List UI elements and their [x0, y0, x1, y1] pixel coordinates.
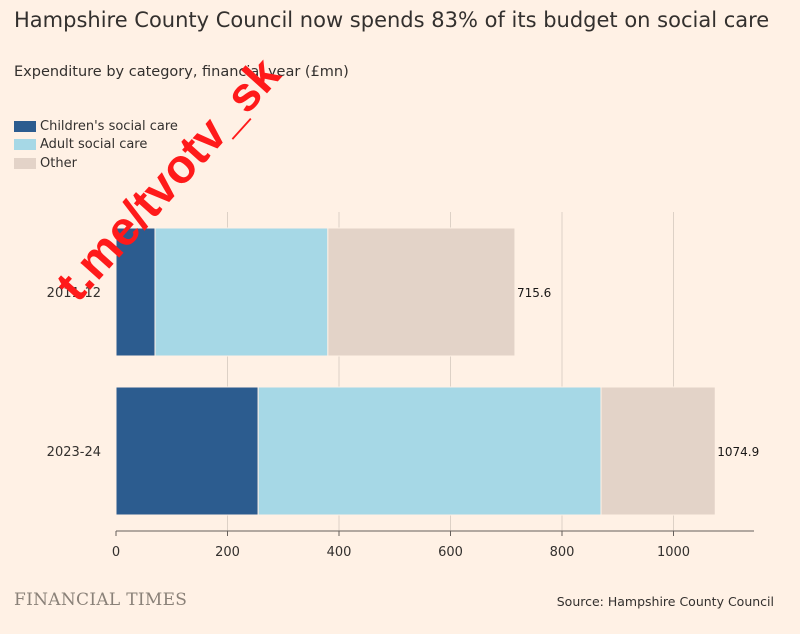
legend-item-children: Children's social care — [14, 117, 178, 136]
total-label-1: 1074.9 — [717, 445, 759, 459]
legend-item-adult: Adult social care — [14, 136, 178, 155]
watermark-text: t.me/tvotv_sk — [46, 48, 291, 312]
bar-2011-12-series-0 — [115, 227, 156, 357]
bar-2023-24-series-0 — [115, 386, 259, 516]
total-label-0: 715.6 — [517, 286, 551, 300]
legend-item-other: Other — [14, 154, 178, 173]
source-note: Source: Hampshire County Council — [556, 594, 774, 609]
bar-2023-24-series-2 — [600, 386, 716, 516]
x-tick-label-2: 400 — [327, 545, 352, 560]
legend: Children's social care Adult social care… — [14, 117, 178, 173]
bar-2011-12-series-2 — [327, 227, 516, 357]
chart-title: Hampshire County Council now spends 83% … — [14, 8, 770, 32]
category-label-1: 2023-24 — [47, 445, 101, 460]
bar-2023-24-series-1 — [257, 386, 602, 516]
x-tick-label-0: 0 — [112, 545, 120, 560]
legend-label-other: Other — [40, 155, 77, 171]
legend-swatch-other — [14, 157, 36, 169]
x-tick-label-3: 600 — [438, 545, 463, 560]
category-label-0: 2011-12 — [47, 286, 101, 301]
x-tick-label-5: 1000 — [657, 545, 690, 560]
financial-times-logo: FINANCIAL TIMES — [14, 590, 188, 610]
x-tick-label-4: 800 — [550, 545, 575, 560]
legend-label-adult: Adult social care — [40, 137, 148, 153]
x-tick-label-1: 200 — [215, 545, 240, 560]
legend-label-children: Children's social care — [40, 118, 178, 134]
legend-swatch-children — [14, 120, 36, 132]
bar-2011-12-series-1 — [154, 227, 329, 357]
chart-subtitle: Expenditure by category, financial year … — [14, 64, 349, 80]
legend-swatch-adult — [14, 139, 36, 151]
